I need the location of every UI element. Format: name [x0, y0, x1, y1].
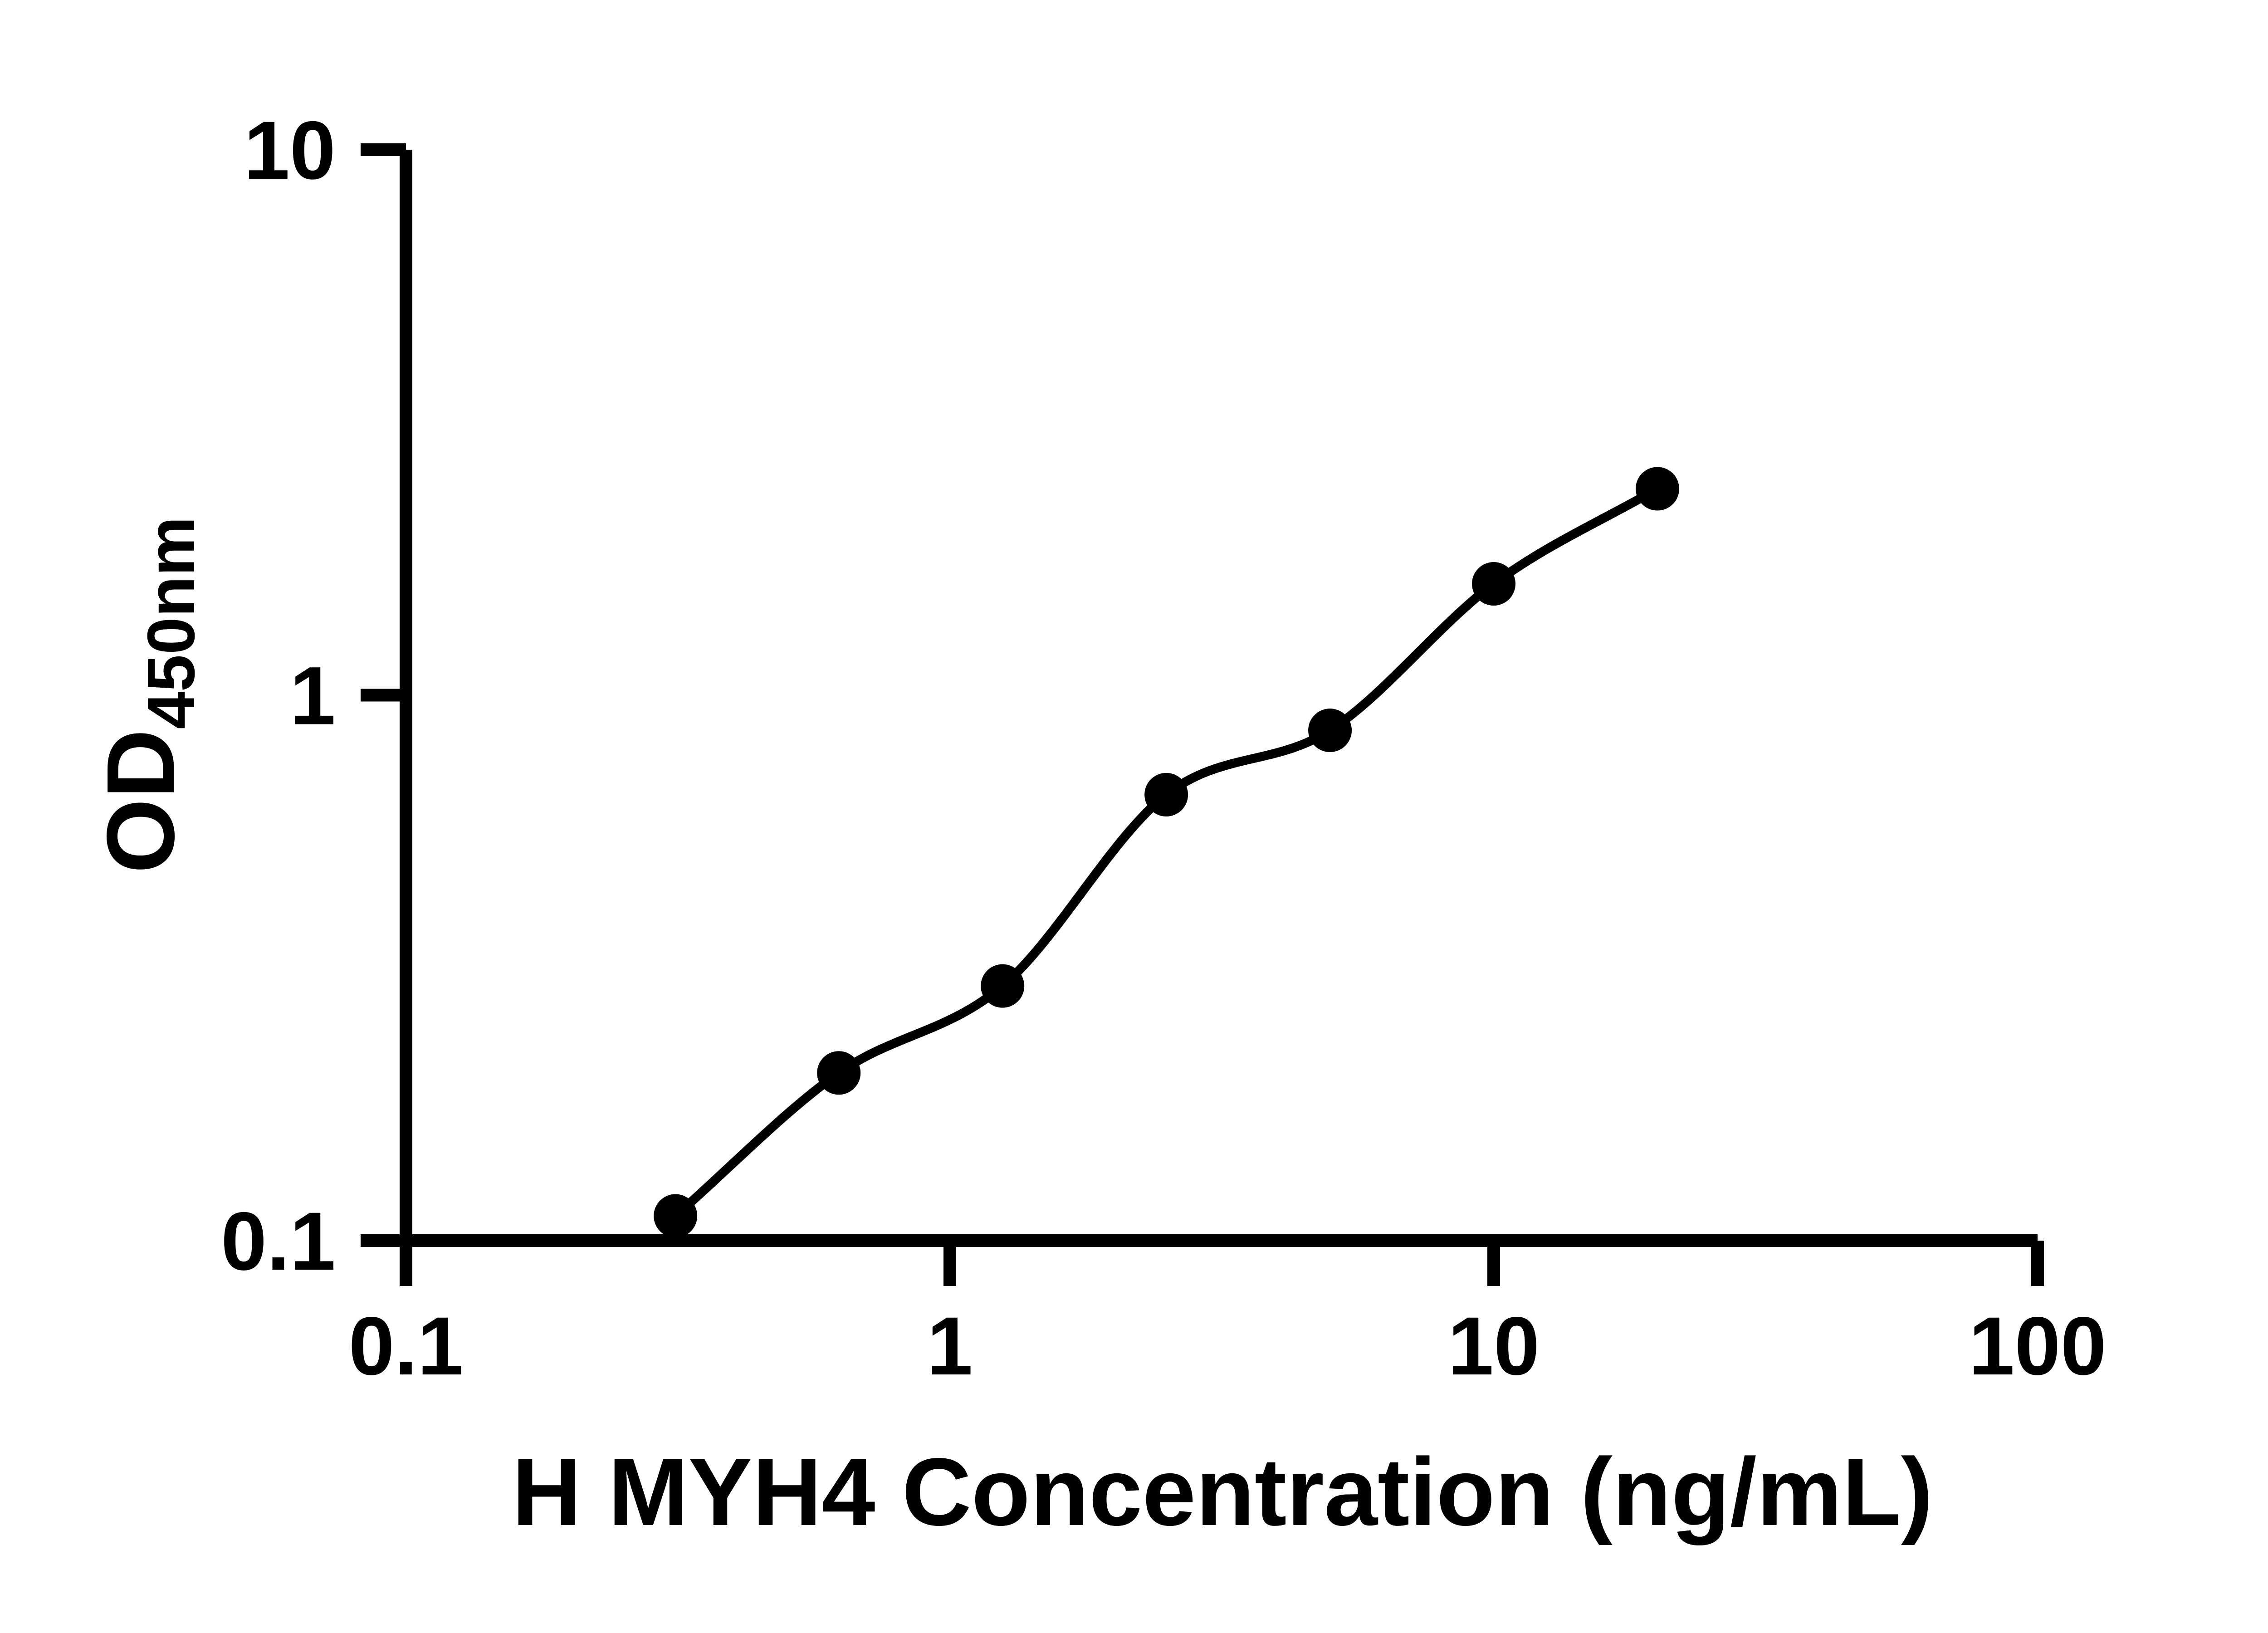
axis-frame-line [400, 150, 2038, 1247]
y-axis-title: OD450nm [87, 517, 209, 874]
x-tick-label: 10 [1448, 1300, 1540, 1392]
axes: 0.1 1 10 0.1 1 10 100 [221, 104, 2107, 1392]
y-axis-title-subscript: 450nm [134, 517, 209, 729]
x-tick-label: 100 [1969, 1300, 2107, 1392]
data-point [817, 1051, 861, 1095]
data-points [654, 467, 1679, 1238]
y-axis-title-base: OD [87, 729, 194, 873]
y-tick-label: 0.1 [221, 1195, 336, 1287]
y-axis-ticks [361, 143, 406, 1247]
data-point [981, 964, 1025, 1008]
x-axis-tick-labels: 0.1 1 10 100 [348, 1300, 2106, 1392]
data-point [1635, 467, 1679, 511]
x-tick-label: 0.1 [348, 1300, 463, 1392]
x-axis-title: H MYH4 Concentration (ng/mL) [512, 1438, 1933, 1545]
data-point [1308, 709, 1352, 753]
data-point [654, 1194, 698, 1238]
y-tick-label: 10 [244, 104, 336, 196]
data-point [1472, 562, 1515, 606]
y-axis-tick-labels: 0.1 1 10 [221, 104, 336, 1287]
x-tick-label: 1 [927, 1300, 973, 1392]
x-axis-ticks [400, 1241, 2044, 1286]
y-tick-label: 1 [290, 650, 336, 742]
data-point [1144, 772, 1188, 816]
